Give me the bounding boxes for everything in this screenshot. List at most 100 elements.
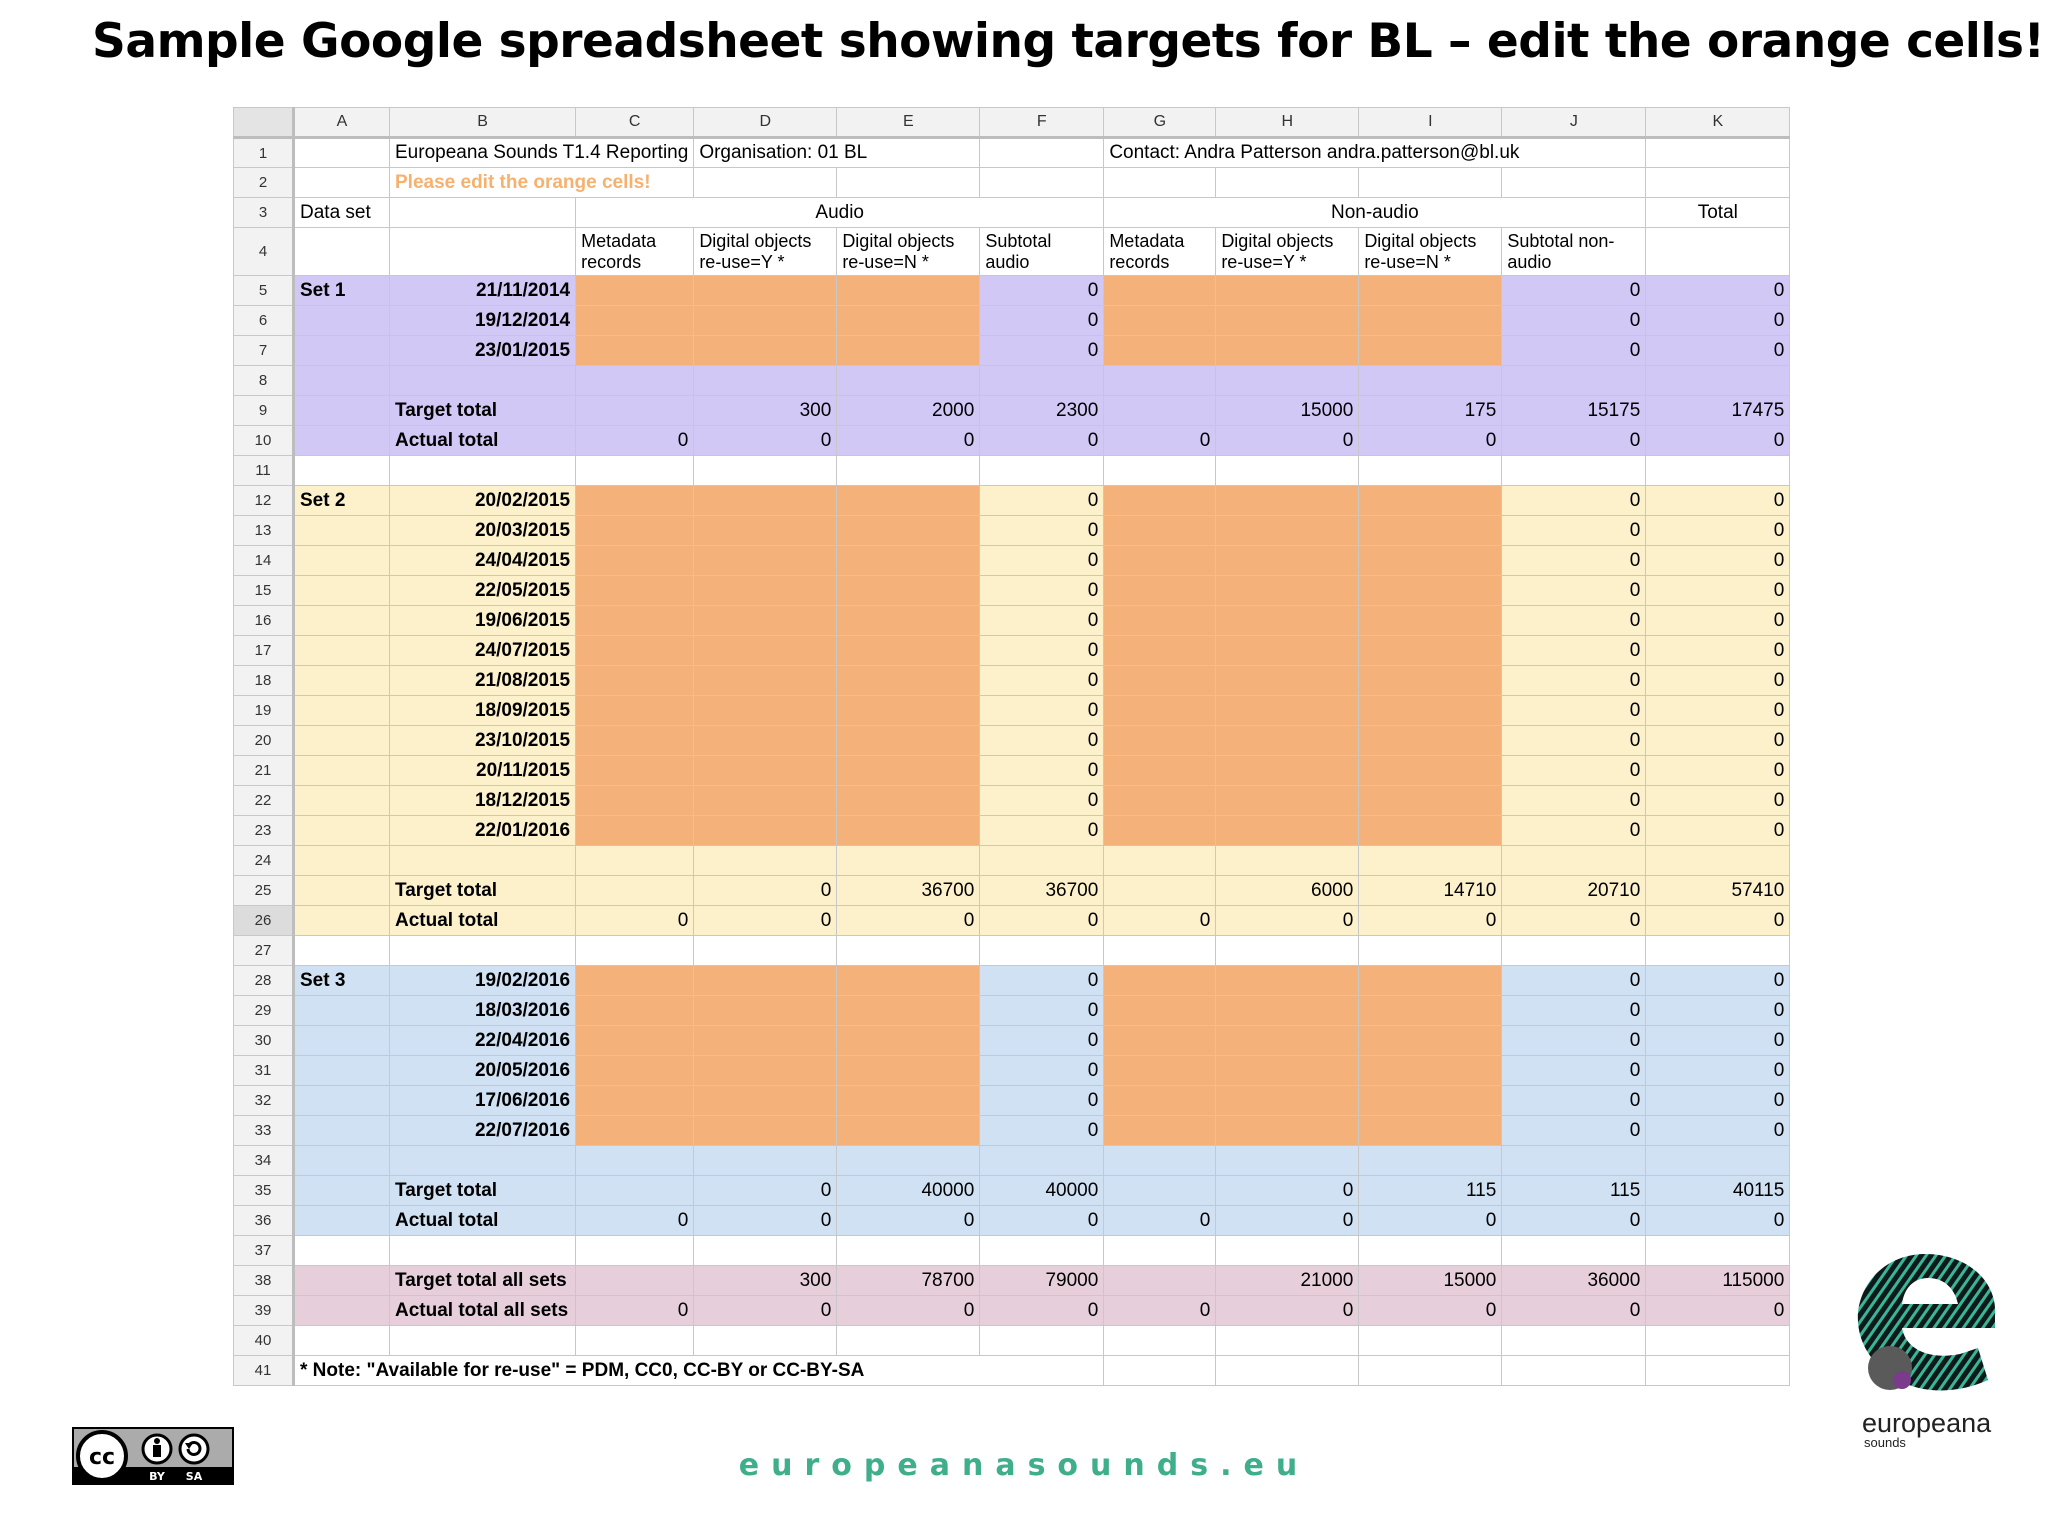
cell-blank-8-1[interactable] (388, 365, 577, 396)
actual-all-e[interactable]: 0 (836, 1295, 981, 1326)
footer-url[interactable]: europeanasounds.eu (738, 1448, 1310, 1483)
cell-k41[interactable] (1645, 1355, 1791, 1386)
column-header-f[interactable]: F (979, 107, 1105, 139)
cell-j19[interactable]: 0 (1501, 695, 1647, 726)
cell-blank-37-3[interactable] (693, 1235, 838, 1266)
cell-g21[interactable] (1103, 755, 1217, 786)
row-header-17[interactable]: 17 (233, 635, 295, 666)
target-all-d[interactable]: 300 (693, 1265, 838, 1296)
target-all-g[interactable] (1103, 1265, 1217, 1296)
target-j-set1[interactable]: 15175 (1501, 395, 1647, 426)
cell-blank-34-9[interactable] (1501, 1145, 1647, 1176)
cell-c31[interactable] (575, 1055, 695, 1086)
cell-a29[interactable] (293, 995, 390, 1026)
cell-f6[interactable]: 0 (979, 305, 1105, 336)
cell-a30[interactable] (293, 1025, 390, 1056)
column-label-j[interactable]: Subtotal non-audio (1501, 227, 1647, 276)
cell-blank-40-3[interactable] (693, 1325, 838, 1356)
actual-k-set1[interactable]: 0 (1645, 425, 1791, 456)
set-name-cell[interactable]: Set 2 (293, 485, 390, 516)
row-header-41[interactable]: 41 (233, 1355, 295, 1386)
cell-blank-37-1[interactable] (388, 1235, 577, 1266)
cell-a13[interactable] (293, 515, 390, 546)
row-header-11[interactable]: 11 (233, 455, 295, 486)
cell-blank-24-9[interactable] (1501, 845, 1647, 876)
target-all-h[interactable]: 21000 (1215, 1265, 1360, 1296)
cell-i21[interactable] (1358, 755, 1503, 786)
date-cell[interactable]: 20/02/2015 (388, 485, 577, 516)
cell-f20[interactable]: 0 (979, 725, 1105, 756)
cell-k4[interactable] (1645, 227, 1791, 276)
cell-e15[interactable] (836, 575, 981, 606)
actual-j-set2[interactable]: 0 (1501, 905, 1647, 936)
cell-g16[interactable] (1103, 605, 1217, 636)
cell-h28[interactable] (1215, 965, 1360, 996)
actual-e-set1[interactable]: 0 (836, 425, 981, 456)
row-header-4[interactable]: 4 (233, 227, 295, 276)
cell-d32[interactable] (693, 1085, 838, 1116)
column-header-b[interactable]: B (388, 107, 577, 139)
cell-d7[interactable] (693, 335, 838, 366)
cell-k13[interactable]: 0 (1645, 515, 1791, 546)
cell-h12[interactable] (1215, 485, 1360, 516)
cell-g31[interactable] (1103, 1055, 1217, 1086)
cell-k19[interactable]: 0 (1645, 695, 1791, 726)
cell-g30[interactable] (1103, 1025, 1217, 1056)
actual-c-set2[interactable]: 0 (575, 905, 695, 936)
actual-i-set1[interactable]: 0 (1358, 425, 1503, 456)
cell-h23[interactable] (1215, 815, 1360, 846)
cell-i19[interactable] (1358, 695, 1503, 726)
cell-blank-34-8[interactable] (1358, 1145, 1503, 1176)
cell-j28[interactable]: 0 (1501, 965, 1647, 996)
cell-c22[interactable] (575, 785, 695, 816)
cell-i22[interactable] (1358, 785, 1503, 816)
cell-i18[interactable] (1358, 665, 1503, 696)
cell-j29[interactable]: 0 (1501, 995, 1647, 1026)
cell-c17[interactable] (575, 635, 695, 666)
cell-k21[interactable]: 0 (1645, 755, 1791, 786)
column-header-g[interactable]: G (1103, 107, 1217, 139)
target-all-j[interactable]: 36000 (1501, 1265, 1647, 1296)
cell-a35[interactable] (293, 1175, 390, 1206)
cell-g41[interactable] (1103, 1355, 1217, 1386)
cell-blank-34-0[interactable] (293, 1145, 390, 1176)
target-j-set3[interactable]: 115 (1501, 1175, 1647, 1206)
cell-i5[interactable] (1358, 275, 1503, 306)
row-header-20[interactable]: 20 (233, 725, 295, 756)
cell-k14[interactable]: 0 (1645, 545, 1791, 576)
cell-h22[interactable] (1215, 785, 1360, 816)
cell-j21[interactable]: 0 (1501, 755, 1647, 786)
target-h-set3[interactable]: 0 (1215, 1175, 1360, 1206)
target-k-set2[interactable]: 57410 (1645, 875, 1791, 906)
target-i-set1[interactable]: 175 (1358, 395, 1503, 426)
cell-a38[interactable] (293, 1265, 390, 1296)
actual-k-set2[interactable]: 0 (1645, 905, 1791, 936)
actual-d-set2[interactable]: 0 (693, 905, 838, 936)
row-header-29[interactable]: 29 (233, 995, 295, 1026)
actual-c-set1[interactable]: 0 (575, 425, 695, 456)
cell-j22[interactable]: 0 (1501, 785, 1647, 816)
row-header-31[interactable]: 31 (233, 1055, 295, 1086)
target-all-k[interactable]: 115000 (1645, 1265, 1791, 1296)
actual-e-set3[interactable]: 0 (836, 1205, 981, 1236)
cell-blank-27-2[interactable] (575, 935, 695, 966)
cell-blank-24-10[interactable] (1645, 845, 1791, 876)
cell-g20[interactable] (1103, 725, 1217, 756)
date-cell[interactable]: 24/04/2015 (388, 545, 577, 576)
actual-d-set3[interactable]: 0 (693, 1205, 838, 1236)
cell-a7[interactable] (293, 335, 390, 366)
target-total-label[interactable]: Target total (388, 875, 577, 906)
cell-k23[interactable]: 0 (1645, 815, 1791, 846)
date-cell[interactable]: 21/11/2014 (388, 275, 577, 306)
cell-a9[interactable] (293, 395, 390, 426)
date-cell[interactable]: 19/12/2014 (388, 305, 577, 336)
cell-d13[interactable] (693, 515, 838, 546)
cell-f28[interactable]: 0 (979, 965, 1105, 996)
actual-k-set3[interactable]: 0 (1645, 1205, 1791, 1236)
cell-blank-37-0[interactable] (293, 1235, 390, 1266)
cell-d31[interactable] (693, 1055, 838, 1086)
cell-g32[interactable] (1103, 1085, 1217, 1116)
cell-h30[interactable] (1215, 1025, 1360, 1056)
row-header-40[interactable]: 40 (233, 1325, 295, 1356)
cell-h20[interactable] (1215, 725, 1360, 756)
